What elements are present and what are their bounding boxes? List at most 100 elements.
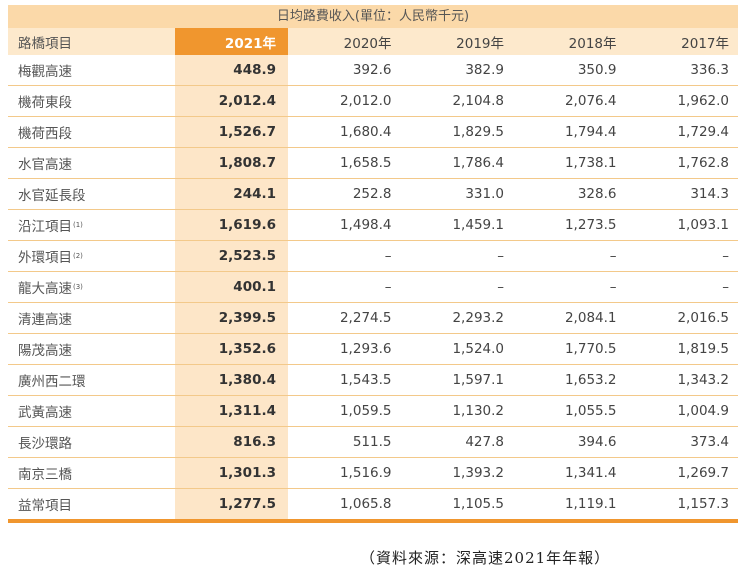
project-name-cell: 外環項目 (2) [8,241,175,271]
table-row: 武黃高速 1,311.4 1,059.5 1,130.2 1,055.5 1,004.9 [8,396,738,427]
value-cell-2018: 1,794.4 [564,124,617,140]
value-cell-2019: 1,459.1 [452,217,504,233]
value-cell-2017: – [722,279,729,295]
value-cell-2018: 2,076.4 [564,93,617,109]
value-cell-2021: 1,352.6 [175,334,288,364]
value-cell-2017: 1,343.2 [677,372,729,388]
value-cell-2018: – [609,279,617,295]
value-cell-2021: 448.9 [175,55,288,85]
value-cell-2020: 1,059.5 [339,403,392,419]
project-name: 陽茂高速 [18,343,72,359]
value-cell-2021: 1,301.3 [175,458,288,488]
value-cell-2020: 1,516.9 [339,465,392,481]
project-name-cell: 武黃高速 [8,396,175,426]
value-cell-2021: 1,619.6 [175,210,288,240]
table-row: 南京三橋 1,301.3 1,516.9 1,393.2 1,341.4 1,269.7 [8,458,738,489]
value-cell-2020: 1,498.4 [339,217,392,233]
value-cell-2020: 1,543.5 [339,372,392,388]
value-cell-2021: 400.1 [175,272,288,302]
project-name-cell: 沿江項目 (1) [8,210,175,240]
value-cell-2019: 1,597.1 [452,372,504,388]
table-header-row: 路橋項目 2021年 2020年 2019年 2018年 2017年 [8,28,738,55]
value-cell-2018: – [609,248,617,264]
table-row: 機荷東段 2,012.4 2,012.0 2,104.8 2,076.4 1,962.0 [8,86,738,117]
value-cell-2021: 1,311.4 [175,396,288,426]
value-cell-2021: 2,012.4 [175,86,288,116]
value-cell-2017: 314.3 [690,186,729,202]
value-cell-2017: – [722,248,729,264]
value-cell-2017: 336.3 [690,62,729,78]
value-cell-2018: 328.6 [577,186,617,202]
project-name: 水官高速 [18,157,72,173]
table-row: 水官延長段 244.1 252.8 331.0 328.6 314.3 [8,179,738,210]
table-row: 水官高速 1,808.7 1,658.5 1,786.4 1,738.1 1,762.8 [8,148,738,179]
value-cell-2018: 350.9 [577,62,617,78]
table-title: 日均路費收入(單位：人民幣千元) [8,5,738,28]
project-name: 機荷西段 [18,126,72,142]
value-cell-2019: 2,293.2 [452,310,504,326]
project-name-cell: 水官高速 [8,148,175,178]
value-cell-2017: 1,004.9 [677,403,729,419]
value-cell-2020: 1,658.5 [339,155,392,171]
project-name: 梅觀高速 [18,64,72,80]
value-cell-2018: 1,653.2 [564,372,617,388]
project-name-cell: 益常項目 [8,489,175,519]
value-cell-2018: 1,738.1 [564,155,617,171]
project-name: 沿江項目 [18,219,72,235]
value-cell-2021: 1,808.7 [175,148,288,178]
table-row: 機荷西段 1,526.7 1,680.4 1,829.5 1,794.4 1,729.4 [8,117,738,148]
footnote-marker: (1) [73,221,83,229]
value-cell-2018: 394.6 [577,434,617,450]
value-cell-2020: 1,680.4 [339,124,392,140]
table-row: 龍大高速 (3) 400.1– – – – [8,272,738,303]
value-cell-2017: 1,729.4 [677,124,729,140]
project-name: 廣州西二環 [18,374,86,390]
value-cell-2017: 1,093.1 [677,217,729,233]
project-name-cell: 長沙環路 [8,427,175,457]
value-cell-2021: 1,380.4 [175,365,288,395]
value-cell-2019: 1,524.0 [452,341,504,357]
header-2017: 2017年 [681,35,729,52]
value-cell-2020: – [384,279,392,295]
value-cell-2021: 2,399.5 [175,303,288,333]
value-cell-2018: 1,341.4 [564,465,617,481]
project-name: 武黃高速 [18,405,72,421]
value-cell-2019: 427.8 [465,434,504,450]
project-name-cell: 機荷西段 [8,117,175,147]
project-name-cell: 梅觀高速 [8,55,175,85]
value-cell-2019: 382.9 [465,62,504,78]
value-cell-2019: 1,393.2 [452,465,504,481]
value-cell-2019: – [497,248,504,264]
project-name-cell: 南京三橋 [8,458,175,488]
value-cell-2019: 2,104.8 [452,93,504,109]
value-cell-2019: 1,786.4 [452,155,504,171]
table-row: 清連高速 2,399.5 2,274.5 2,293.2 2,084.1 2,016.5 [8,303,738,334]
project-name: 益常項目 [18,498,72,514]
header-2019: 2019年 [456,35,504,52]
project-name-cell: 廣州西二環 [8,365,175,395]
project-name-cell: 水官延長段 [8,179,175,209]
project-name-cell: 清連高速 [8,303,175,333]
table-row: 梅觀高速 448.9 392.6 382.9 350.9 336.3 [8,55,738,86]
source-note: （資料來源：深高速2021年年報） [360,549,611,567]
table-row: 益常項目 1,277.5 1,065.8 1,105.5 1,119.1 1,157.3 [8,489,738,523]
project-name: 龍大高速 [18,281,72,297]
value-cell-2020: 2,012.0 [339,93,392,109]
value-cell-2020: 1,065.8 [339,496,392,512]
value-cell-2018: 2,084.1 [564,310,617,326]
value-cell-2021: 2,523.5 [175,241,288,271]
value-cell-2019: 1,829.5 [452,124,504,140]
project-name: 清連高速 [18,312,72,328]
value-cell-2017: 1,819.5 [677,341,729,357]
project-name: 機荷東段 [18,95,72,111]
footnote-marker: (3) [73,283,83,291]
value-cell-2017: 1,962.0 [677,93,729,109]
header-project: 路橋項目 [18,35,72,52]
toll-revenue-table: 日均路費收入(單位：人民幣千元) 路橋項目 2021年 2020年 2019年 … [8,5,738,523]
value-cell-2017: 2,016.5 [677,310,729,326]
value-cell-2017: 1,157.3 [677,496,729,512]
value-cell-2021: 1,277.5 [175,489,288,519]
project-name-cell: 龍大高速 (3) [8,272,175,302]
value-cell-2020: 252.8 [352,186,392,202]
header-2020: 2020年 [343,35,392,52]
